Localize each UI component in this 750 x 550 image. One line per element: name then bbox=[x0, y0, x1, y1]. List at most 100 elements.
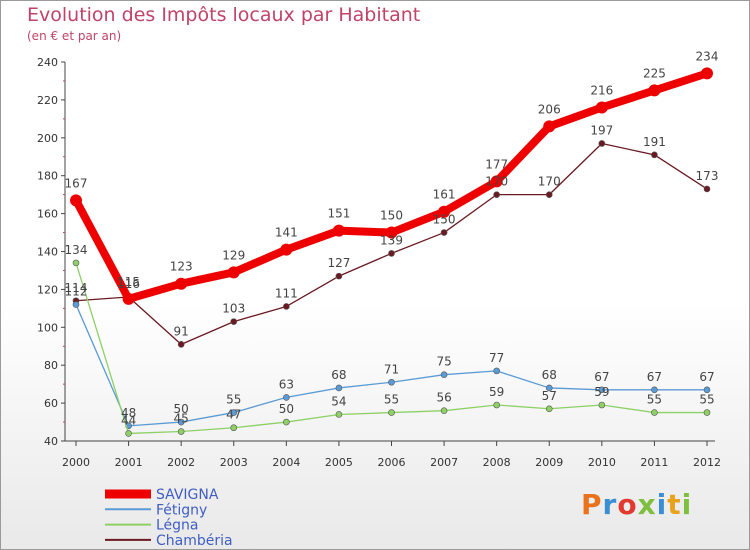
data-point bbox=[177, 418, 185, 426]
data-label: 44 bbox=[121, 413, 136, 427]
data-label: 116 bbox=[117, 277, 140, 291]
data-label: 170 bbox=[485, 175, 508, 189]
y-tick-label: 200 bbox=[37, 132, 58, 145]
data-label: 67 bbox=[699, 370, 714, 384]
data-point bbox=[651, 386, 658, 394]
data-label: 59 bbox=[594, 385, 609, 399]
data-label: 55 bbox=[647, 393, 662, 407]
data-point bbox=[440, 229, 448, 236]
data-label: 54 bbox=[331, 394, 346, 408]
data-label: 127 bbox=[327, 256, 350, 270]
data-point bbox=[545, 191, 553, 198]
series-layer bbox=[70, 67, 713, 437]
data-point bbox=[651, 151, 658, 159]
data-label: 115 bbox=[117, 275, 140, 289]
data-label: 68 bbox=[331, 368, 346, 382]
y-tick-label: 220 bbox=[37, 94, 58, 107]
y-tick-label: 180 bbox=[37, 170, 58, 183]
data-label: 45 bbox=[174, 412, 189, 426]
data-point bbox=[70, 194, 82, 207]
data-label: 161 bbox=[433, 188, 456, 202]
y-tick-label: 160 bbox=[37, 208, 58, 221]
data-point bbox=[440, 407, 448, 414]
data-label: 114 bbox=[65, 281, 88, 295]
x-tick-label: 2010 bbox=[588, 456, 616, 469]
x-tick-label: 2009 bbox=[535, 456, 563, 469]
chart-title: Evolution des Impôts locaux par Habitant bbox=[27, 4, 421, 26]
data-point bbox=[595, 101, 608, 114]
data-point bbox=[703, 409, 711, 416]
data-point bbox=[703, 185, 711, 193]
data-point bbox=[385, 226, 398, 239]
logo-letter: i bbox=[681, 488, 693, 521]
x-tick-label: 2000 bbox=[62, 456, 90, 469]
data-label: 55 bbox=[226, 393, 241, 407]
y-tick-label: 80 bbox=[44, 359, 58, 372]
x-tick-label: 2008 bbox=[483, 456, 511, 469]
data-point bbox=[177, 341, 185, 348]
data-point bbox=[598, 401, 606, 409]
y-tick-label: 100 bbox=[37, 321, 58, 334]
data-label: 234 bbox=[696, 49, 719, 63]
data-label: 151 bbox=[327, 207, 350, 221]
data-label: 129 bbox=[222, 248, 245, 262]
data-label: 111 bbox=[275, 286, 298, 300]
data-point bbox=[125, 430, 132, 437]
logo-letter: P bbox=[581, 488, 603, 521]
data-point bbox=[283, 303, 290, 310]
data-point bbox=[230, 318, 238, 325]
x-tick-label: 2006 bbox=[378, 456, 406, 469]
axes: 40 60 80 100 120 140 160 180 200 220 240 2000 2001 20… bbox=[37, 56, 721, 469]
y-tick-label: 240 bbox=[37, 56, 58, 69]
data-point bbox=[72, 259, 80, 267]
data-label: 150 bbox=[433, 213, 456, 227]
y-tick-label: 140 bbox=[37, 246, 58, 259]
data-label: 167 bbox=[65, 176, 88, 190]
x-tick-label: 2005 bbox=[325, 456, 353, 469]
data-point bbox=[332, 224, 345, 237]
data-label: 59 bbox=[489, 385, 504, 399]
x-tick-label: 2002 bbox=[167, 456, 195, 469]
x-tick-label: 2007 bbox=[430, 456, 458, 469]
data-point bbox=[703, 386, 711, 394]
chart-subtitle: (en € et par an) bbox=[27, 29, 122, 43]
data-label: 57 bbox=[542, 389, 557, 403]
data-point bbox=[388, 378, 395, 386]
data-point bbox=[648, 84, 661, 97]
data-point bbox=[701, 67, 713, 80]
data-labels: 114 116 91 103 111 127 139 150 170 170 197 191 173 11… bbox=[65, 49, 719, 427]
data-point bbox=[72, 301, 80, 308]
y-tick-label: 120 bbox=[37, 283, 58, 296]
logo-letter: t bbox=[667, 488, 682, 521]
data-label: 55 bbox=[384, 393, 399, 407]
data-label: 134 bbox=[65, 243, 88, 257]
data-label: 48 bbox=[121, 406, 136, 420]
data-point bbox=[388, 409, 395, 416]
data-point bbox=[543, 120, 556, 133]
data-label: 67 bbox=[594, 370, 609, 384]
data-label: 150 bbox=[380, 209, 403, 223]
logo-letter: i bbox=[656, 488, 668, 521]
data-point bbox=[493, 367, 500, 375]
data-label: 191 bbox=[643, 135, 666, 149]
legend-label-fétigny: Fétigny bbox=[156, 502, 207, 518]
x-tick-label: 2003 bbox=[220, 456, 248, 469]
data-label: 67 bbox=[647, 370, 662, 384]
y-tick-label: 40 bbox=[44, 435, 58, 448]
logo-letter: o bbox=[617, 488, 638, 521]
data-label: 77 bbox=[489, 351, 504, 365]
data-point bbox=[280, 243, 293, 256]
x-tick-label: 2001 bbox=[115, 456, 143, 469]
legend-label-chambéria: Chambéria bbox=[156, 533, 233, 549]
data-point bbox=[388, 250, 395, 257]
logo-letter: r bbox=[602, 488, 618, 521]
data-label: 225 bbox=[643, 66, 666, 80]
data-point bbox=[440, 371, 448, 378]
data-label: 55 bbox=[699, 393, 714, 407]
data-label: 173 bbox=[696, 169, 719, 183]
data-point bbox=[545, 384, 553, 392]
data-point bbox=[493, 191, 500, 198]
data-label: 91 bbox=[174, 324, 189, 338]
